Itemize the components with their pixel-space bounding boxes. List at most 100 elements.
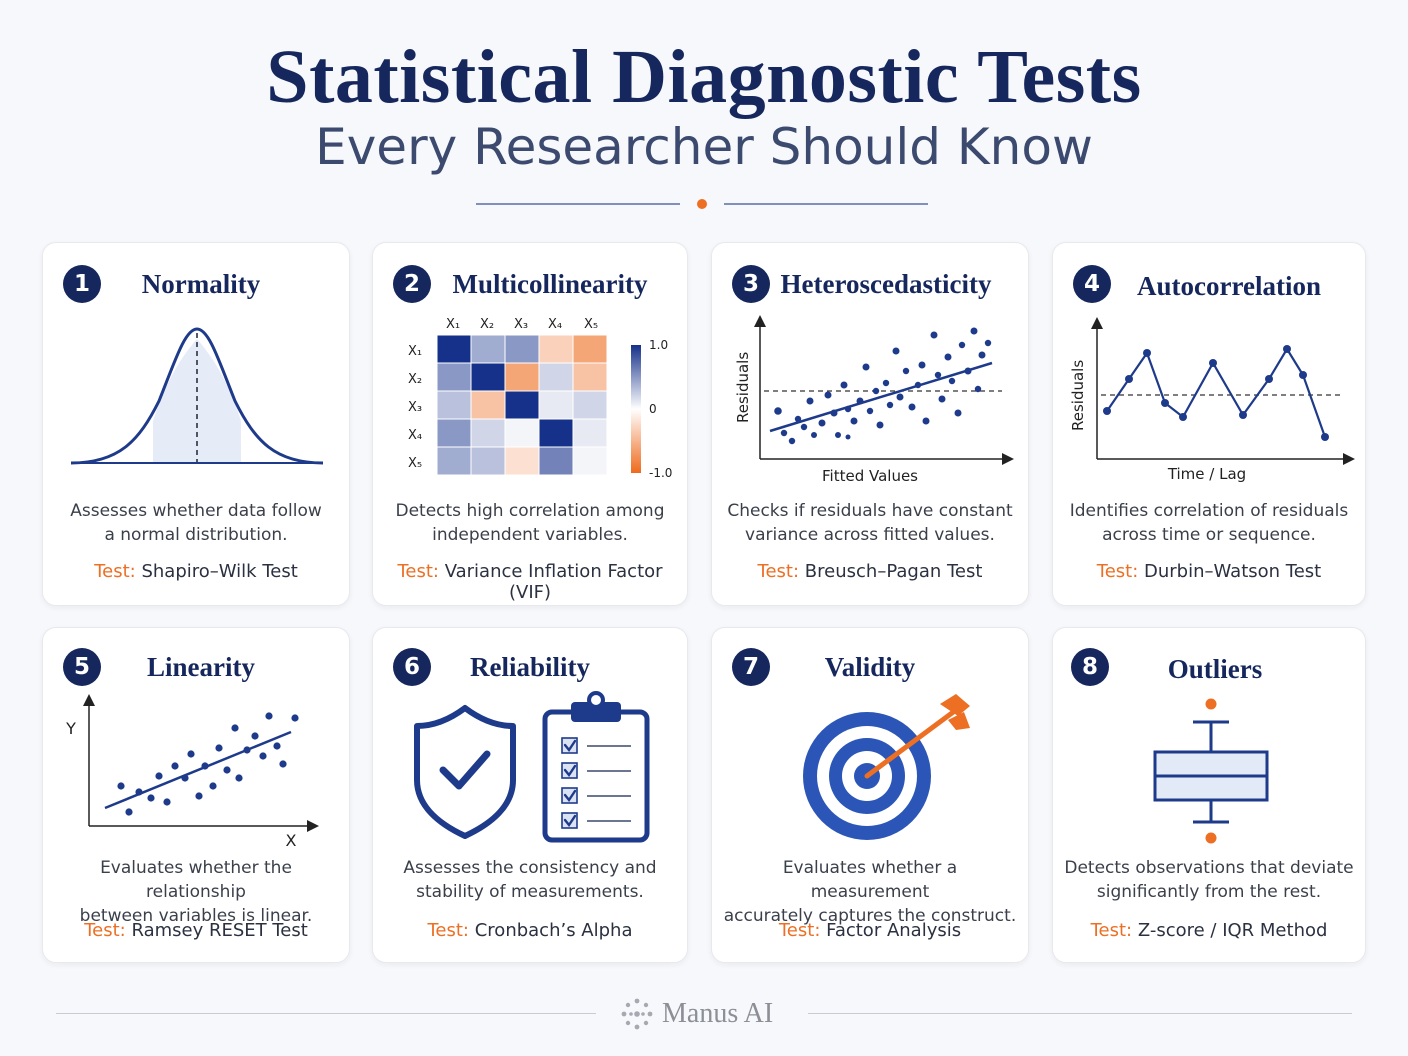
card-title: Outliers [1167,654,1263,684]
test-label: Test: [1096,561,1139,582]
test-label: Test: [778,920,821,941]
heatmap-cell [538,362,574,392]
outlier-point-bottom [1205,832,1217,844]
heatmap-row-label: X₁ [408,344,422,359]
boxplot-icon [1153,698,1269,844]
test-name: Durbin–Watson Test [1144,561,1322,582]
heatmap-row-label: X₃ [408,400,422,415]
test-label: Test: [94,561,136,582]
heatmap-cell [572,418,608,448]
card-number-badge: 5 [63,648,101,686]
heatmap-row-label: X₄ [408,428,422,443]
card-title: Autocorrelation [1137,271,1321,301]
test-label: Test: [757,561,800,582]
card-description: Detects high correlation among independe… [395,501,665,545]
footer-divider-right [808,1013,1352,1014]
target-arrow-icon [803,694,970,840]
card-number-badge: 4 [1073,265,1111,303]
card-description: Assesses whether data follow a normal di… [70,501,322,545]
card-number-badge: 6 [393,648,431,686]
card-test: Test: Cronbach’s Alpha [379,920,681,941]
trend-line [769,361,993,433]
scale-min-label: -1.0 [649,466,672,480]
card-title: Normality [141,269,261,299]
card-title: Heteroscedasticity [780,269,992,299]
test-label: Test: [397,561,439,582]
test-name: Z-score / IQR Method [1137,920,1328,941]
card-title: Multicollinearity [452,269,648,299]
heatmap-cell [470,446,506,476]
heatmap-cell [470,390,506,420]
heatmap-cell [504,390,540,420]
heatmap-row-label: X₅ [408,456,422,471]
card-test: Test: Variance Inflation Factor (VIF) [379,561,681,603]
heatmap-cell [504,362,540,392]
heatmap-cells [436,334,608,476]
card-test: Test: Durbin–Watson Test [1059,561,1359,582]
test-label: Test: [1090,920,1133,941]
card-title: Validity [824,652,916,682]
scale-mid-label: 0 [649,402,657,416]
heatmap-cell [538,334,574,364]
card-test: Test: Factor Analysis [718,920,1022,941]
time-series-icon: Residuals Time / Lag [1069,317,1355,483]
heatmap-cell [470,334,506,364]
heatmap-cell [572,446,608,476]
card-autocorrelation: 4 Autocorrelation Residuals Time / Lag I… [1052,242,1366,606]
page-title: Statistical Diagnostic Tests [266,35,1142,119]
test-name: Cronbach’s Alpha [474,920,633,941]
test-name: Factor Analysis [826,920,962,941]
heatmap-col-label: X₃ [514,317,528,332]
card-description: Checks if residuals have constant varian… [727,501,1013,545]
test-name: Ramsey RESET Test [131,920,308,941]
card-linearity: 5 Linearity Y X Evaluates whether the re… [42,627,350,963]
card-number-badge: 2 [393,265,431,303]
bell-curve-icon [70,327,324,465]
axis-label-x: Time / Lag [1167,465,1246,483]
shield-check-icon [414,705,516,839]
shield-clipboard-icon [414,691,650,843]
card-number-badge: 7 [732,648,770,686]
brand-name: Manus AI [662,998,774,1029]
heatmap-cell [572,362,608,392]
heatmap-cell [470,418,506,448]
manus-logo-icon [621,998,653,1030]
card-title: Reliability [470,652,590,682]
axis-label-x: Fitted Values [822,467,918,485]
heatmap-color-scale [631,345,641,473]
axis-label-y: Residuals [1069,360,1087,431]
card-test: Test: Breusch–Pagan Test [718,561,1022,582]
card-description: Detects observations that deviate signif… [1064,858,1354,902]
footer-brand: Manus AI [620,996,773,1032]
title-divider [476,199,928,209]
card-validity: 7 Validity Evaluates whether a measureme… [711,627,1029,963]
heatmap-cell [538,418,574,448]
axis-label-y: Residuals [734,352,752,423]
card-normality: 1 Normality Assesses whether data follow… [42,242,350,606]
card-description: Identifies correlation of residuals acro… [1069,501,1349,545]
linear-scatter-icon: Y X [65,694,319,850]
fit-line [104,730,292,810]
residual-scatter-icon: Residuals Fitted Values [734,315,1014,485]
heatmap-cell [572,334,608,364]
heatmap-row-label: X₂ [408,372,422,387]
test-name: Variance Inflation Factor (VIF) [444,561,663,603]
scale-max-label: 1.0 [649,338,668,352]
heatmap-cell [538,390,574,420]
heatmap-cell [504,418,540,448]
heatmap-cell [538,446,574,476]
test-label: Test: [427,920,469,941]
test-label: Test: [84,920,126,941]
heatmap-cell [436,334,472,364]
bell-curve-line [70,327,324,465]
card-reliability: 6 Reliability Assesses the consist [372,627,688,963]
axis-label-x: X [286,831,297,850]
card-test: Test: Z-score / IQR Method [1059,920,1359,941]
correlation-heatmap-icon: X₁ X₂ X₃ X₄ X₅ X₁ X₂ X₃ X₄ X₅ 1.0 0 -1.0 [408,317,672,480]
heatmap-cell [436,362,472,392]
clipboard-checklist-icon [542,691,650,843]
card-test: Test: Shapiro–Wilk Test [49,561,343,582]
heatmap-col-label: X₅ [584,317,598,332]
card-description: Evaluates whether a measurement accurate… [723,858,1017,926]
test-name: Breusch–Pagan Test [804,561,983,582]
